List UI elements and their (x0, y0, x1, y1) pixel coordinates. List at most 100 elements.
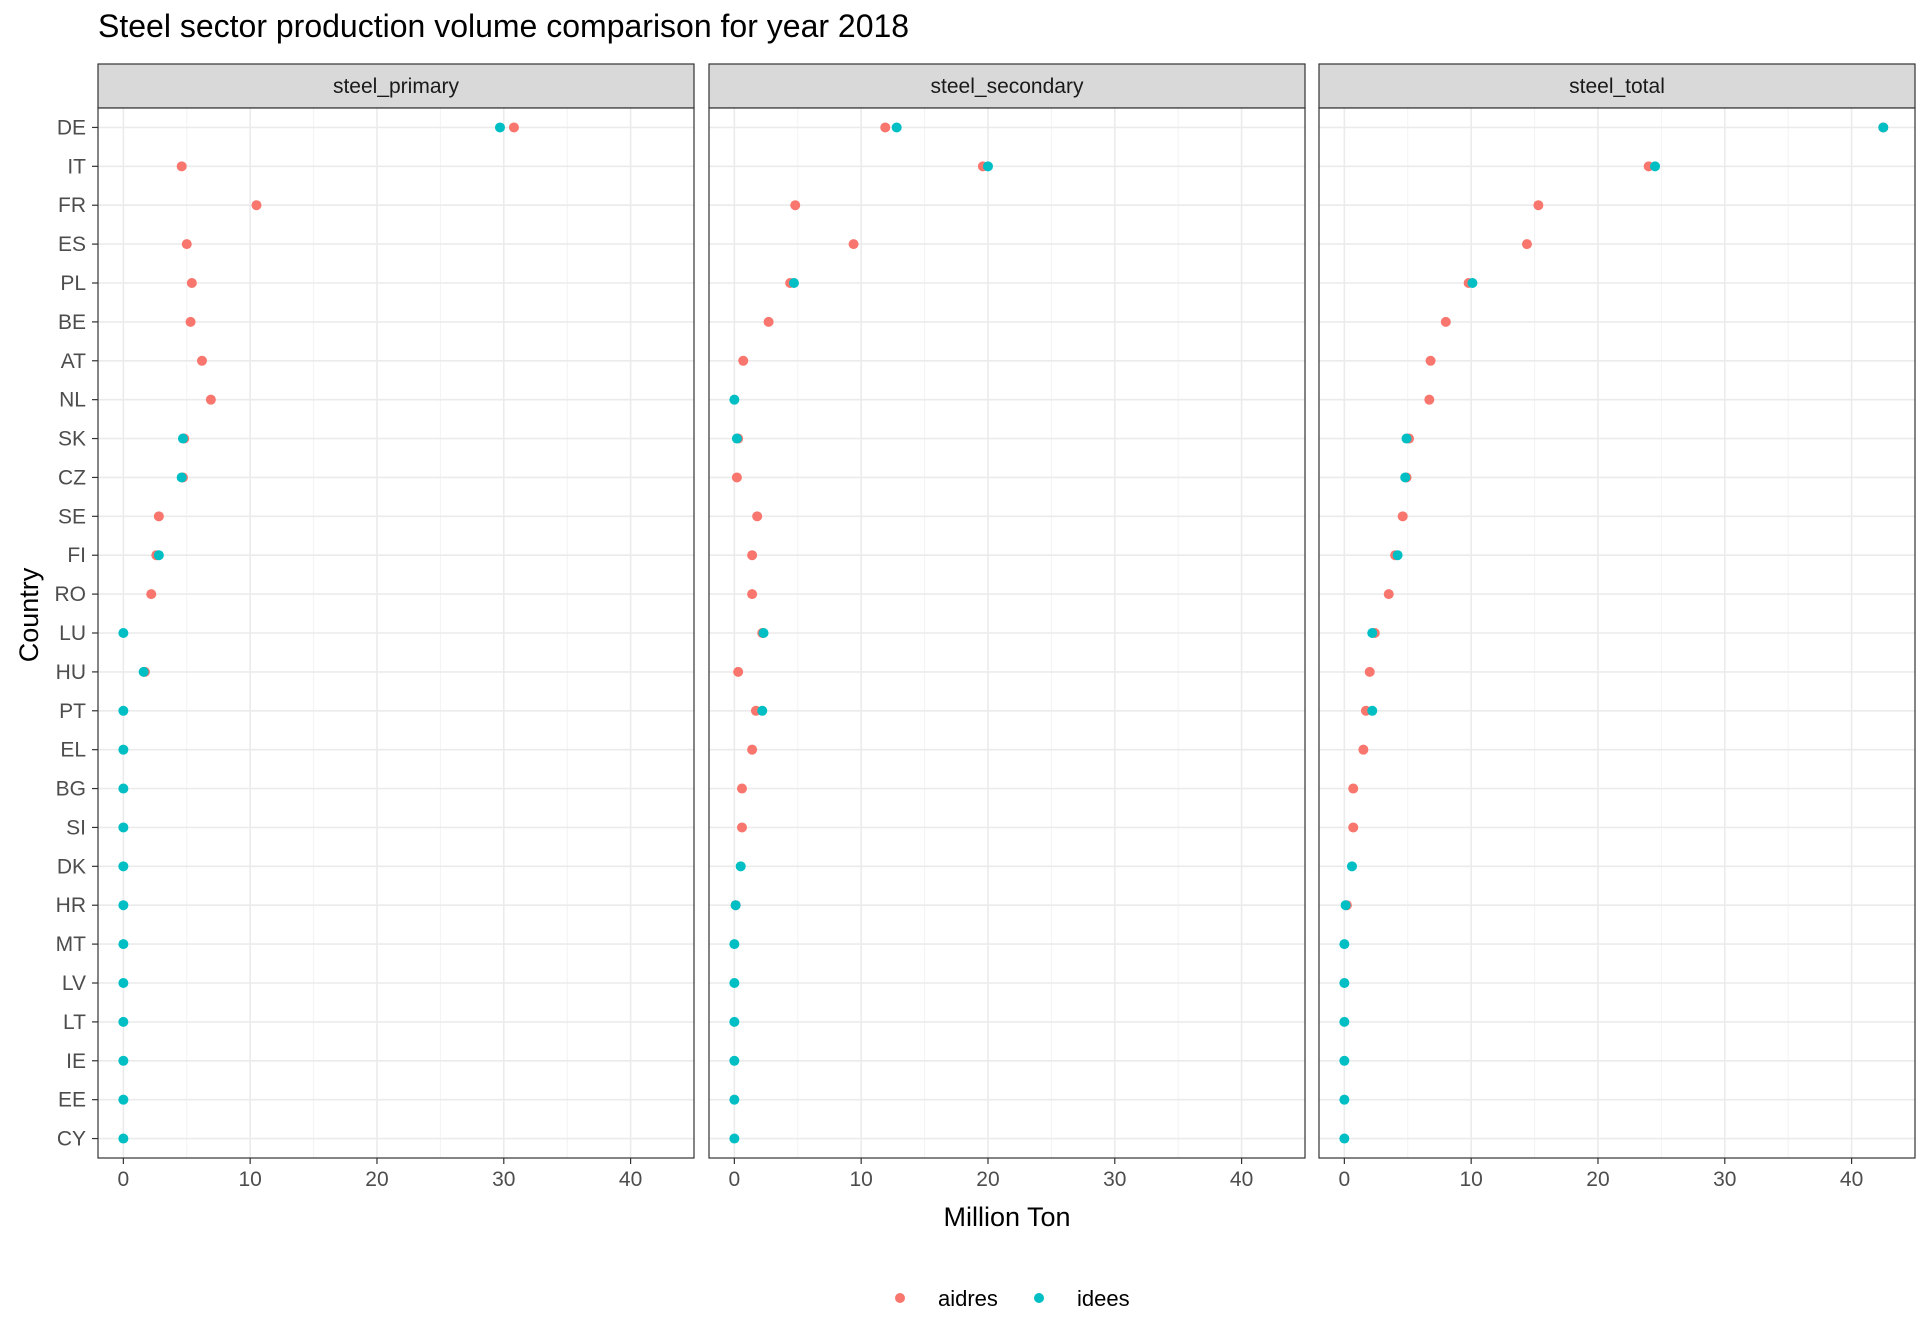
point-idees-IE (1339, 1055, 1350, 1066)
point-idees-EE (118, 1094, 129, 1105)
y-tick-label-DE: DE (57, 116, 86, 139)
y-tick-label-IT: IT (67, 155, 86, 178)
point-aidres-IT (176, 161, 187, 172)
y-tick-label-ES: ES (58, 233, 86, 256)
point-aidres-EL (1358, 744, 1369, 755)
point-idees-IT (982, 161, 993, 172)
x-tick-label: 10 (849, 1168, 872, 1191)
point-idees-DK (1346, 861, 1357, 872)
facet-strip-label: steel_secondary (931, 75, 1084, 98)
y-axis-title: Country (14, 567, 44, 662)
point-idees-LV (729, 978, 740, 988)
x-tick-label: 20 (365, 1168, 388, 1191)
point-idees-DK (735, 861, 746, 872)
point-aidres-SE (752, 511, 763, 522)
point-aidres-RO (1383, 589, 1394, 600)
x-tick-label: 0 (118, 1168, 130, 1191)
point-aidres-BG (1348, 783, 1359, 794)
y-tick-label-LT: LT (63, 1011, 86, 1034)
panel-border (1318, 107, 1916, 1159)
point-idees-LT (118, 1016, 129, 1027)
x-tick-label: 20 (1586, 1168, 1609, 1191)
point-idees-CZ (176, 472, 187, 483)
y-tick-label-SK: SK (58, 428, 86, 451)
point-idees-MT (1339, 939, 1350, 950)
legend-key-idees (1034, 1293, 1044, 1303)
point-idees-HU (138, 666, 149, 677)
point-aidres-DE (880, 122, 891, 133)
y-tick-label-IE: IE (66, 1050, 86, 1073)
x-tick-label: 20 (976, 1168, 999, 1191)
point-idees-MT (729, 939, 740, 950)
facet-steel_total: steel_total 0 10 20 30 40 (1318, 63, 1916, 1191)
point-idees-DE (891, 122, 902, 133)
point-aidres-NL (205, 394, 216, 405)
legend: aidres idees (895, 1286, 1130, 1311)
facet-strip (708, 63, 1306, 109)
point-aidres-DE (508, 122, 519, 133)
point-idees-EE (1339, 1094, 1350, 1105)
point-idees-DE (1878, 122, 1889, 133)
y-tick-label-DK: DK (57, 855, 86, 878)
point-idees-DK (118, 861, 129, 872)
legend-key-aidres (895, 1293, 905, 1303)
point-idees-LV (1339, 978, 1350, 988)
point-idees-SK (177, 433, 188, 444)
legend-label-aidres: aidres (938, 1286, 998, 1311)
point-idees-BG (118, 783, 129, 794)
y-tick-label-BG: BG (56, 778, 86, 801)
y-tick-label-SI: SI (66, 816, 86, 839)
point-idees-HR (730, 900, 741, 911)
y-tick-label-SE: SE (58, 505, 86, 528)
point-idees-PT (118, 705, 129, 716)
point-aidres-SE (1397, 511, 1408, 522)
point-idees-CY (118, 1133, 129, 1144)
point-idees-IT (1650, 161, 1661, 172)
point-idees-MT (118, 939, 129, 950)
point-aidres-RO (747, 589, 758, 600)
point-aidres-CZ (731, 472, 742, 483)
point-idees-DE (494, 122, 505, 133)
point-aidres-ES (181, 239, 192, 250)
point-aidres-FR (251, 200, 262, 211)
y-tick-label-EE: EE (58, 1089, 86, 1112)
point-idees-FI (153, 550, 164, 561)
point-aidres-AT (196, 355, 207, 366)
point-idees-HR (118, 900, 129, 911)
point-aidres-FI (747, 550, 758, 561)
point-idees-LV (118, 978, 129, 988)
facet-panels: steel_primary 0 10 20 30 40 steel_secondary 0 10… (97, 63, 1916, 1191)
facet-strip (97, 63, 695, 109)
y-axis: DE IT FR ES PL BE AT NL SK CZ SE FI RO LU HU PT EL BG SI DK… (55, 116, 98, 1151)
point-aidres-NL (1424, 394, 1435, 405)
point-aidres-EL (747, 744, 758, 755)
point-aidres-FR (790, 200, 801, 211)
point-idees-CY (1339, 1133, 1350, 1144)
panel-border (708, 107, 1306, 1159)
x-tick-label: 0 (729, 1168, 741, 1191)
y-tick-label-HR: HR (56, 894, 86, 917)
point-idees-PL (788, 278, 799, 288)
point-aidres-HU (733, 666, 744, 677)
point-aidres-AT (1425, 355, 1436, 366)
point-aidres-ES (1521, 239, 1532, 250)
point-idees-IE (118, 1055, 129, 1066)
point-aidres-BE (1440, 316, 1451, 327)
point-idees-PT (757, 705, 768, 716)
x-tick-label: 30 (1103, 1168, 1126, 1191)
y-tick-label-FR: FR (58, 194, 86, 217)
point-idees-FI (1392, 550, 1403, 561)
point-idees-LT (729, 1016, 740, 1027)
x-axis-title: Million Ton (943, 1202, 1070, 1232)
y-tick-label-AT: AT (61, 350, 86, 373)
point-aidres-BE (185, 316, 196, 327)
point-idees-SK (731, 433, 742, 444)
point-idees-IE (729, 1055, 740, 1066)
point-idees-CY (729, 1133, 740, 1144)
y-tick-label-HU: HU (56, 661, 86, 684)
x-tick-label: 0 (1339, 1168, 1351, 1191)
y-tick-label-MT: MT (56, 933, 86, 956)
point-idees-LU (118, 628, 129, 638)
point-idees-HR (1340, 900, 1351, 911)
